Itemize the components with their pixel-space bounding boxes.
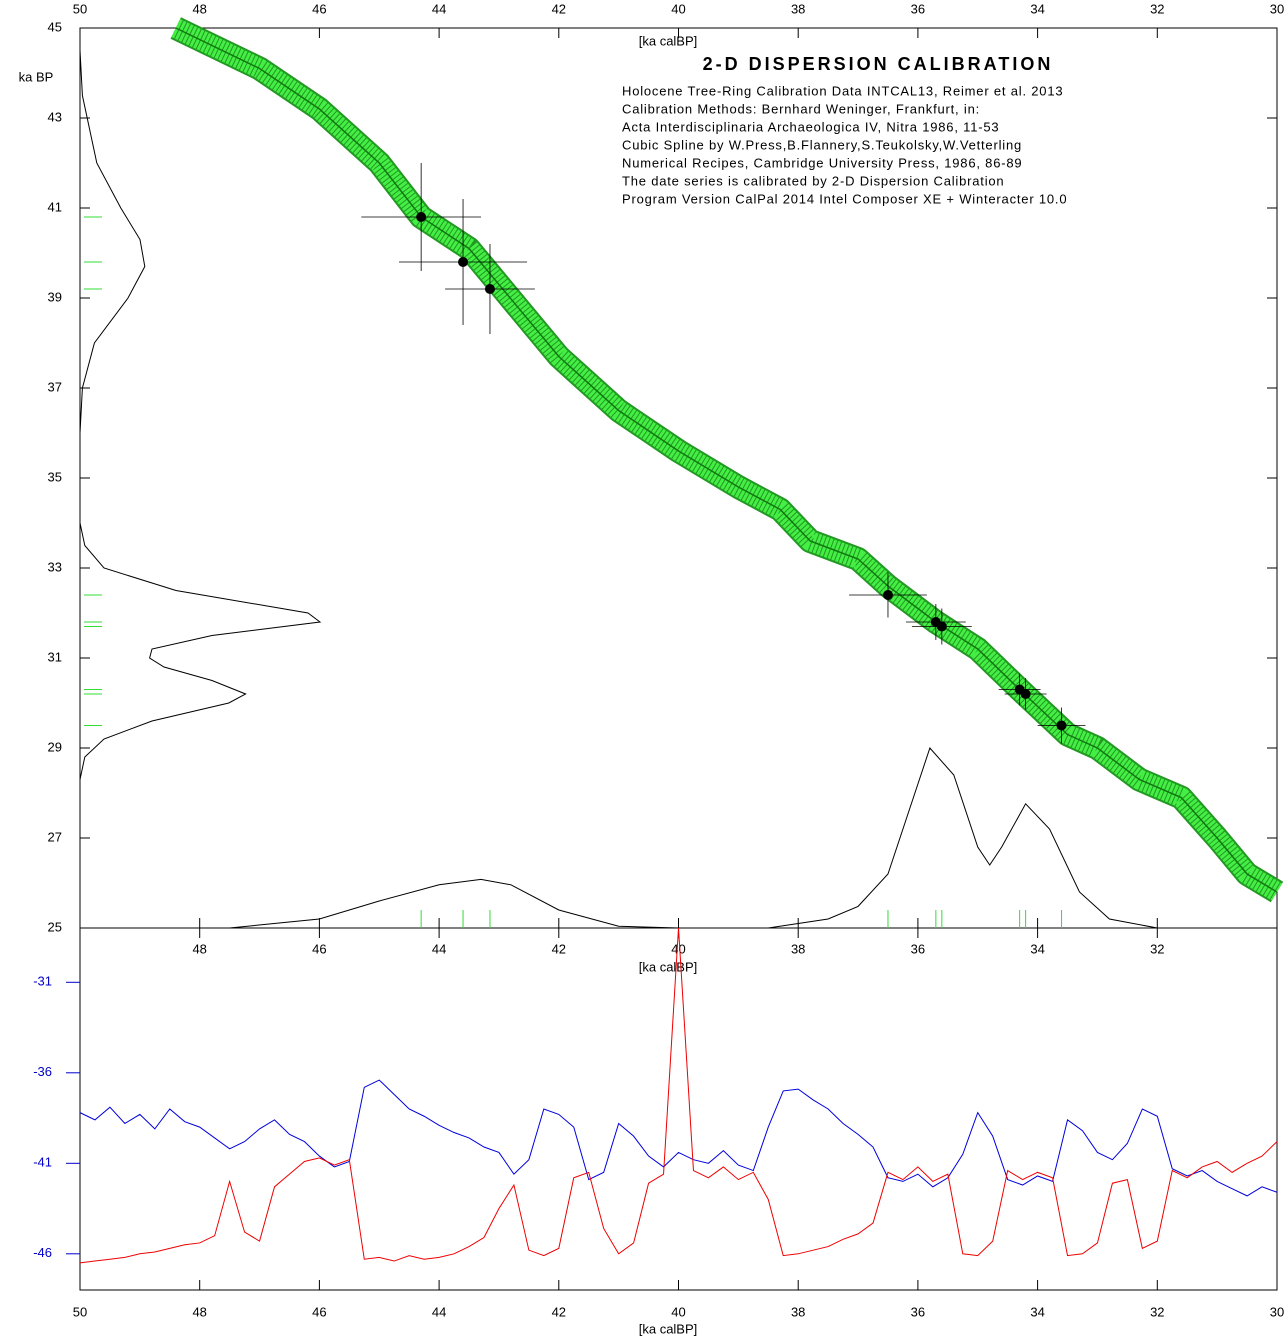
y-tick-label: 27 — [48, 829, 62, 844]
x-tick-label: 38 — [791, 1, 805, 16]
note: Program Version CalPal 2014 Intel Compos… — [622, 191, 1067, 206]
x-tick-label: 44 — [432, 1304, 446, 1319]
x-tick-label: 50 — [73, 1, 87, 16]
x-tick-label: 30 — [1270, 1, 1284, 16]
data-point — [1056, 720, 1067, 731]
x-tick-label: 48 — [192, 941, 206, 956]
note: Calibration Methods: Bernhard Weninger, … — [622, 101, 980, 116]
y-axis-label: ka BP — [19, 69, 54, 84]
data-point — [458, 257, 469, 267]
note: Acta Interdisciplinaria Archaeologica IV… — [622, 119, 999, 134]
x-tick-label: 50 — [73, 1304, 87, 1319]
y-tick-label: 39 — [48, 289, 62, 304]
y-tick-label: 41 — [48, 199, 62, 214]
y-tick-label: 25 — [48, 919, 62, 934]
x-axis-label: [ka calBP] — [639, 959, 698, 974]
x-tick-label: 40 — [671, 1, 685, 16]
chart-title: 2-D DISPERSION CALIBRATION — [703, 54, 1054, 74]
x-tick-label: 42 — [552, 1304, 566, 1319]
y-tick-label: -41 — [33, 1155, 52, 1170]
y-tick-label: 35 — [48, 469, 62, 484]
note: Cubic Spline by W.Press,B.Flannery,S.Teu… — [622, 137, 1022, 152]
x-tick-label: 32 — [1150, 1304, 1164, 1319]
series-line — [79, 1079, 1278, 1197]
x-tick-label: 42 — [552, 941, 566, 956]
note: Holocene Tree-Ring Calibration Data INTC… — [622, 83, 1063, 98]
note: Numerical Recipes, Cambridge University … — [622, 155, 1022, 170]
x-tick-label: 38 — [791, 1304, 805, 1319]
y-tick-label: 29 — [48, 739, 62, 754]
x-tick-label: 36 — [911, 941, 925, 956]
bottom-frame — [79, 927, 1278, 1291]
x-tick-label: 40 — [671, 941, 685, 956]
x-tick-label: 30 — [1270, 1304, 1284, 1319]
data-point — [1020, 689, 1031, 699]
y-tick-label: -36 — [33, 1064, 52, 1079]
x-tick-label: 44 — [432, 1, 446, 16]
x-tick-label: 46 — [312, 1, 326, 16]
y-tick-label: 31 — [48, 649, 62, 664]
x-tick-label: 34 — [1030, 1304, 1044, 1319]
data-point — [484, 284, 495, 294]
x-tick-label: 48 — [192, 1304, 206, 1319]
x-tick-label: 34 — [1030, 1, 1044, 16]
x-tick-label: 36 — [911, 1304, 925, 1319]
series-line — [79, 927, 1278, 1264]
x-tick-label: 32 — [1150, 941, 1164, 956]
y-tick-label: -46 — [33, 1245, 52, 1260]
x-tick-label: 46 — [312, 941, 326, 956]
data-point — [882, 590, 893, 600]
x-axis-label: [ka calBP] — [639, 1321, 698, 1336]
x-tick-label: 44 — [432, 941, 446, 956]
x-tick-label: 36 — [911, 1, 925, 16]
x-tick-label: 32 — [1150, 1, 1164, 16]
y-tick-label: 37 — [48, 379, 62, 394]
x-tick-label: 48 — [192, 1, 206, 16]
note: The date series is calibrated by 2-D Dis… — [622, 173, 1004, 188]
calbp-density — [229, 747, 1188, 929]
data-point — [936, 621, 947, 632]
x-axis-label: [ka calBP] — [639, 33, 698, 48]
y-tick-label: 33 — [48, 559, 62, 574]
bp-density — [79, 50, 322, 780]
x-tick-label: 46 — [312, 1304, 326, 1319]
x-tick-label: 42 — [552, 1, 566, 16]
x-tick-label: 38 — [791, 941, 805, 956]
x-tick-label: 34 — [1030, 941, 1044, 956]
data-point — [416, 212, 427, 222]
y-tick-label: 45 — [48, 19, 62, 34]
y-tick-label: 43 — [48, 109, 62, 124]
y-tick-label: -31 — [33, 974, 52, 989]
x-tick-label: 40 — [671, 1304, 685, 1319]
